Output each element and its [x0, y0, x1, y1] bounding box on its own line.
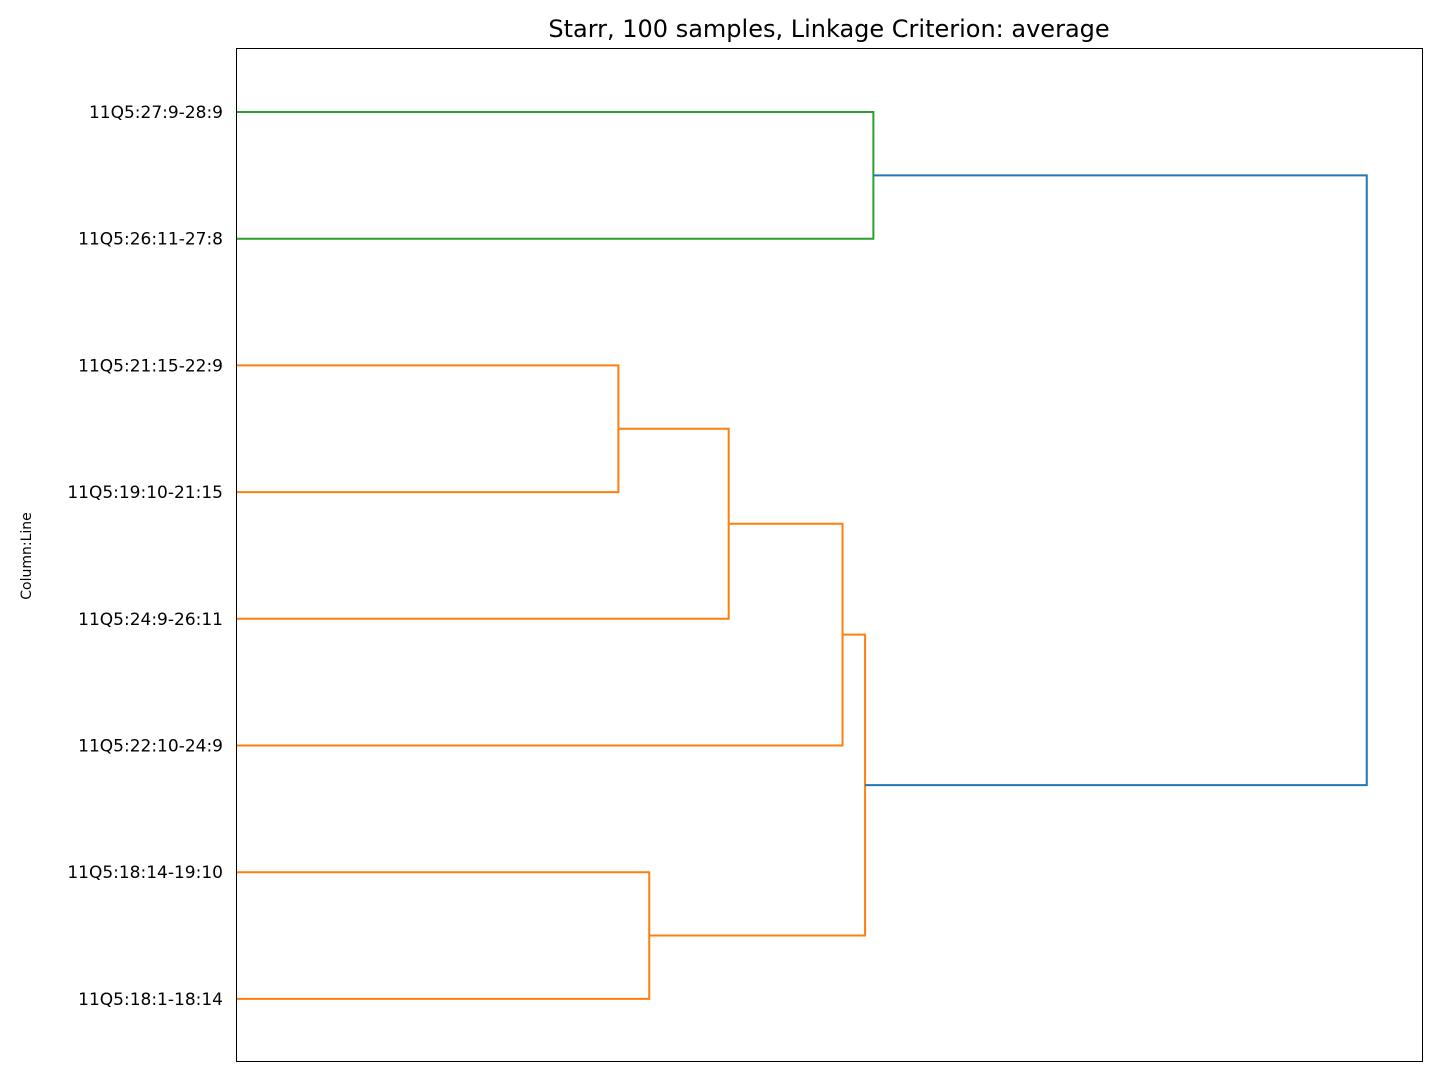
dendrogram-links [236, 111, 1368, 1000]
leaf-label: 11Q5:24:9-26:11 [78, 610, 223, 630]
dendrogram-link [236, 364, 620, 494]
leaf-labels: 11Q5:27:9-28:9 11Q5:26:11-27:8 11Q5:21:15-… [67, 103, 223, 1010]
leaf-label: 11Q5:18:14-19:10 [67, 863, 223, 883]
leaf-label: 11Q5:26:11-27:8 [78, 230, 223, 250]
leaf-label: 11Q5:19:10-21:15 [67, 483, 223, 503]
plot-frame [236, 48, 1423, 1062]
chart-title: Starr, 100 samples, Linkage Criterion: a… [548, 15, 1109, 43]
y-axis-label: Column:Line [19, 512, 35, 600]
dendrogram-link [236, 427, 730, 620]
leaf-label: 11Q5:27:9-28:9 [89, 103, 223, 123]
leaf-label: 11Q5:21:15-22:9 [78, 356, 223, 376]
dendrogram-link [236, 522, 844, 747]
leaf-label: 11Q5:22:10-24:9 [78, 737, 223, 757]
dendrogram-link [236, 111, 875, 240]
dendrogram-link [649, 633, 867, 937]
dendrogram-link [865, 174, 1368, 787]
leaf-label: 11Q5:18:1-18:14 [78, 990, 223, 1010]
dendrogram-link [236, 871, 651, 1000]
